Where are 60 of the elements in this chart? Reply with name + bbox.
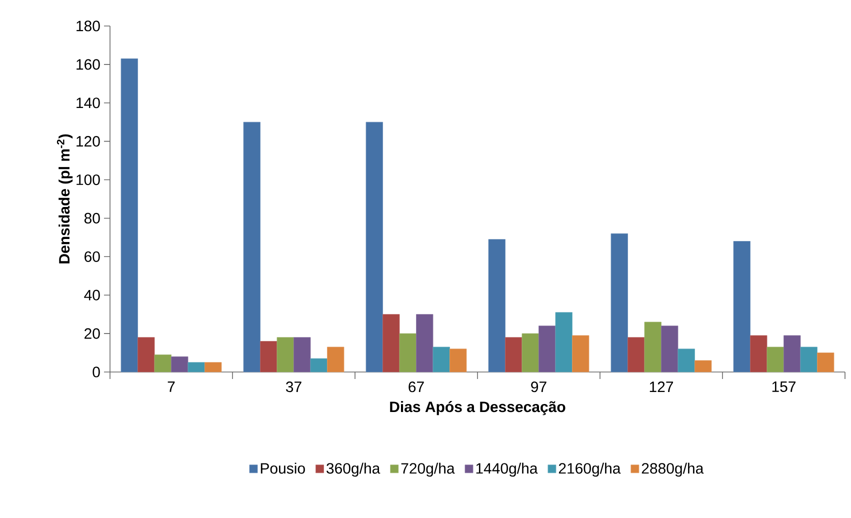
bar xyxy=(800,346,818,372)
bar xyxy=(276,337,294,372)
bar xyxy=(766,346,784,372)
bar xyxy=(171,356,188,372)
x-tick-label: 37 xyxy=(286,382,302,392)
bar xyxy=(610,233,628,372)
bar xyxy=(204,362,222,372)
bar xyxy=(382,314,400,372)
bar xyxy=(488,239,506,372)
y-tick-label: 120 xyxy=(76,136,100,147)
bar xyxy=(555,312,572,372)
bar xyxy=(522,333,539,372)
bar xyxy=(366,122,383,372)
y-tick-label: 40 xyxy=(84,290,100,300)
bar xyxy=(432,346,450,372)
x-axis-title: Dias Após a Dessecação xyxy=(390,401,566,416)
y-tick-label: 20 xyxy=(84,328,100,339)
bar xyxy=(750,335,768,372)
bar xyxy=(260,341,278,372)
y-tick-label: 80 xyxy=(84,212,100,224)
bar xyxy=(817,352,834,372)
bar xyxy=(678,348,695,372)
legend-label: Pousio xyxy=(260,462,305,474)
bar xyxy=(310,358,328,372)
bar xyxy=(294,337,311,372)
bar xyxy=(188,362,205,372)
bar xyxy=(661,326,678,372)
y-tick-label: 140 xyxy=(76,98,100,108)
x-tick-label: 7 xyxy=(168,382,175,392)
y-tick-label: 180 xyxy=(76,20,100,32)
bar xyxy=(416,314,434,372)
bar xyxy=(644,322,662,372)
bar xyxy=(399,333,416,372)
x-tick-label: 157 xyxy=(772,382,796,392)
y-tick-label: 160 xyxy=(76,59,100,70)
legend-label: 360g/ha xyxy=(326,462,380,477)
bar xyxy=(628,337,645,372)
y-tick-label: 100 xyxy=(76,174,100,186)
y-tick-label: 60 xyxy=(84,251,100,262)
y-tick-label: 0 xyxy=(92,366,100,378)
y-axis-title: Densidade (pl m$^{-2}$) xyxy=(56,134,73,264)
bar xyxy=(733,241,750,372)
legend-label: 2160g/ha xyxy=(558,462,621,477)
bar xyxy=(572,335,590,372)
bar xyxy=(243,122,260,372)
bar xyxy=(327,346,344,372)
x-tick-label: 67 xyxy=(408,382,424,392)
legend-label: 2880g/ha xyxy=(642,462,704,477)
bar xyxy=(694,360,712,372)
bar xyxy=(505,337,522,372)
bar xyxy=(120,58,138,372)
x-tick-label: 127 xyxy=(650,382,674,392)
x-tick-label: 97 xyxy=(531,382,546,392)
legend-label: 720g/ha xyxy=(401,462,455,477)
bar xyxy=(538,326,556,372)
bar xyxy=(784,335,801,372)
bar xyxy=(154,354,172,372)
bar xyxy=(138,337,155,372)
bar xyxy=(450,348,467,372)
legend-label: 1440g/ha xyxy=(476,462,538,477)
